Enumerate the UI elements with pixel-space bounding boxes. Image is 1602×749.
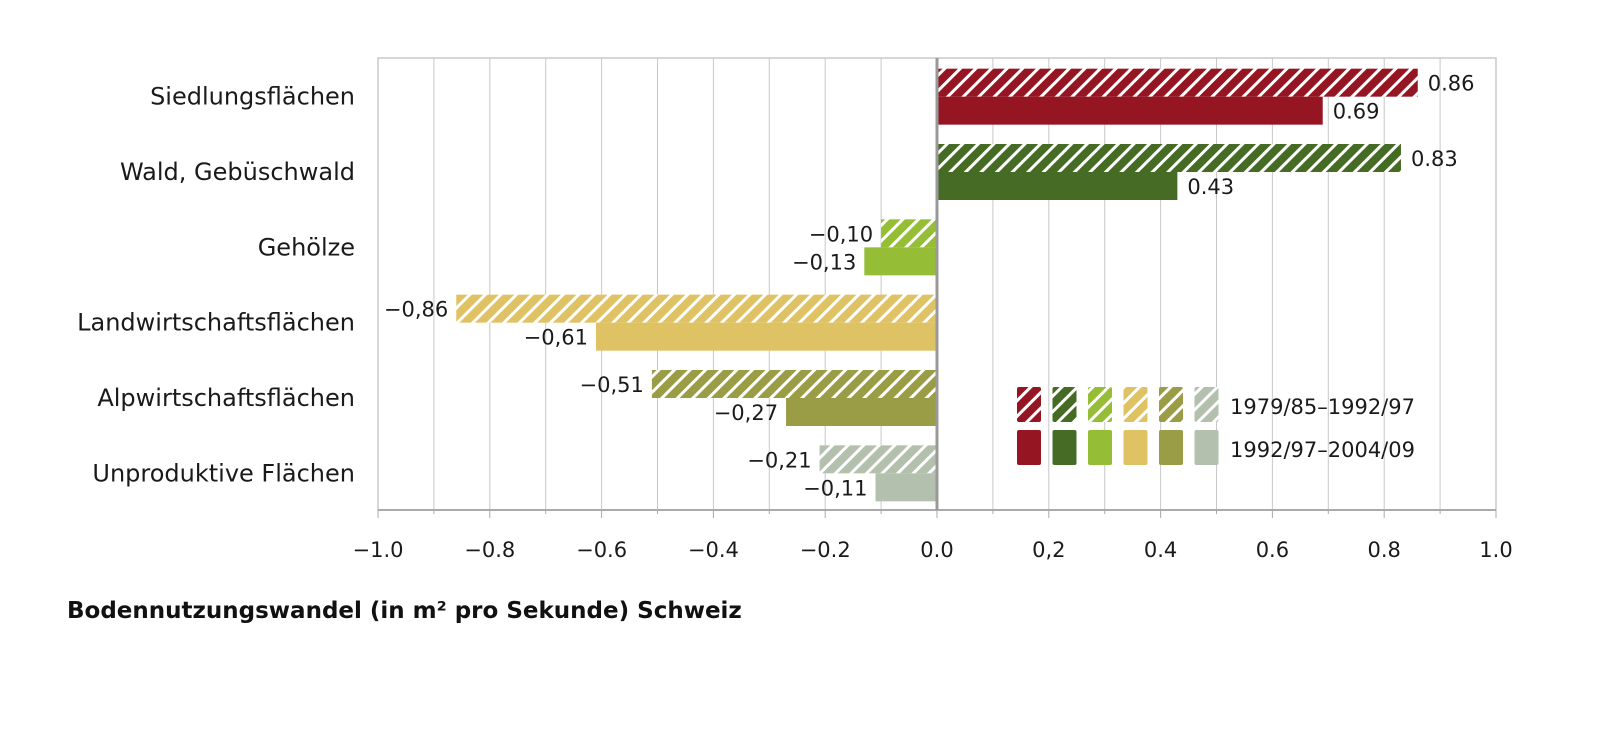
bar (875, 473, 937, 502)
data-label: −0,21 (747, 448, 811, 472)
legend-swatch (1052, 387, 1077, 422)
x-tick-label: −0.4 (688, 538, 739, 562)
x-tick-label: −0.8 (464, 538, 515, 562)
category-label: Siedlungsflächen (150, 83, 355, 111)
legend-label: 1979/85–1992/97 (1230, 395, 1415, 419)
data-label: 0.69 (1333, 100, 1380, 124)
bar (937, 96, 1323, 125)
legend-swatch (1017, 387, 1041, 422)
legend-swatch (1123, 387, 1148, 422)
x-tick-label: −0.2 (800, 538, 851, 562)
bar (786, 398, 937, 426)
bar (937, 68, 1418, 97)
category-label: Unproduktive Flächen (92, 459, 355, 487)
category-label: Wald, Gebüschwald (120, 158, 355, 186)
legend-swatch (1159, 430, 1183, 465)
data-label: −0,27 (714, 401, 778, 425)
legend-swatch (1017, 430, 1041, 465)
x-tick-label: −1.0 (353, 538, 404, 562)
bar (819, 445, 937, 474)
legend-label: 1992/97–2004/09 (1230, 438, 1415, 462)
data-label: −0,61 (524, 326, 588, 350)
x-tick-label: 0.0 (920, 538, 953, 562)
data-label: −0,13 (792, 250, 856, 274)
bar (651, 370, 937, 398)
data-label: 0.83 (1411, 147, 1458, 171)
legend-swatch (1088, 430, 1112, 465)
data-label: −0,51 (580, 373, 644, 397)
legend-swatch (1194, 387, 1219, 422)
x-tick-label: 0.6 (1256, 538, 1289, 562)
legend-swatch (1194, 430, 1219, 465)
x-tick-label: 0.8 (1367, 538, 1400, 562)
data-label: −0,86 (384, 298, 448, 322)
x-tick-label: 1.0 (1479, 538, 1512, 562)
bar (937, 172, 1178, 200)
bar (937, 144, 1401, 172)
x-tick-label: 0.4 (1144, 538, 1177, 562)
bar (456, 294, 937, 323)
legend-swatch (1052, 430, 1077, 465)
bar (864, 247, 937, 276)
legend-swatch (1088, 387, 1112, 422)
data-label: 0.86 (1428, 72, 1475, 96)
x-tick-label: −0.6 (576, 538, 627, 562)
x-tick-label: 0,2 (1032, 538, 1065, 562)
data-label: −0,10 (809, 222, 873, 246)
chart-title: Bodennutzungswandel (in m² pro Sekunde) … (67, 598, 742, 624)
data-label: −0,11 (803, 476, 867, 500)
bar (596, 322, 937, 351)
legend-swatch (1159, 387, 1183, 422)
category-label: Gehölze (258, 233, 355, 261)
data-label: 0.43 (1187, 175, 1234, 199)
legend-swatch (1123, 430, 1148, 465)
category-label: Landwirtschaftsflächen (77, 309, 355, 337)
bar (881, 219, 937, 248)
category-label: Alpwirtschaftsflächen (97, 384, 355, 412)
